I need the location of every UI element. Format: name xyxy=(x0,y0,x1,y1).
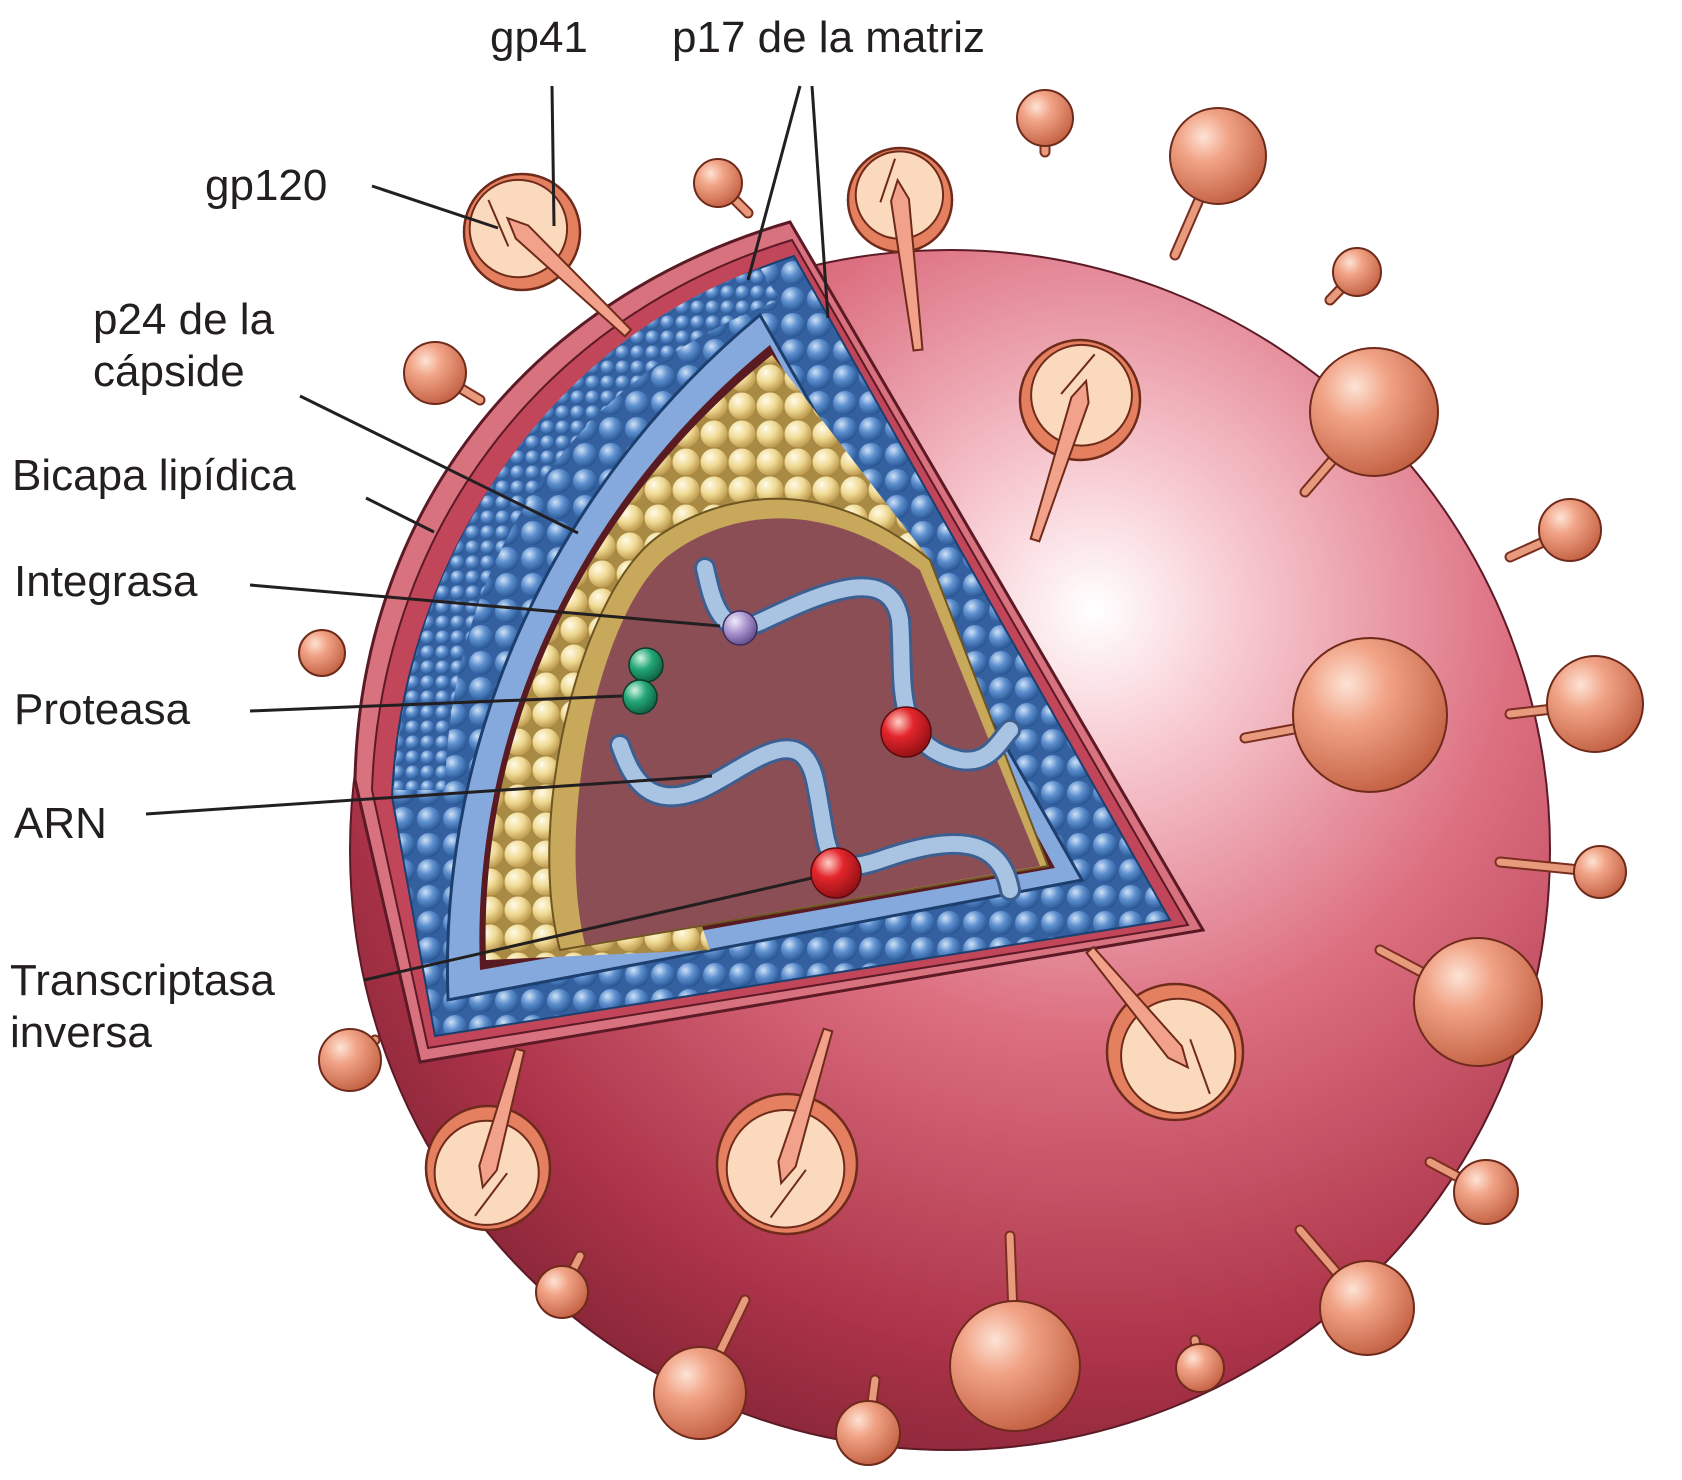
label-p24-capsid: p24 de la cápside xyxy=(93,294,274,398)
gp120-knob-spike xyxy=(1299,347,1439,498)
gp41-gp120-cutaway-spike xyxy=(462,172,633,338)
label-p17-matrix: p17 de la matriz xyxy=(672,13,986,62)
label-transcriptasa-line-2: inversa xyxy=(10,1008,152,1057)
gp41-gp120-cutaway-spike xyxy=(424,1047,552,1232)
leader-lines xyxy=(145,85,830,982)
leader-transcriptasa xyxy=(363,876,813,982)
label-integrase: Integrasa xyxy=(14,557,198,606)
label-gp120: gp120 xyxy=(205,161,328,210)
label-reverse-transcriptase: Transcriptasa inversa xyxy=(10,955,275,1059)
gp41-gp120-cutaway-spike xyxy=(715,1027,859,1236)
gp41-gp120-cutaway-spike xyxy=(1018,338,1142,543)
leader-p17-a xyxy=(746,85,802,281)
protease-molecule-1 xyxy=(628,647,664,683)
label-rna: ARN xyxy=(14,799,107,848)
gp41-gp120-cutaway-spike xyxy=(1085,945,1245,1122)
integrase-molecule xyxy=(722,610,758,646)
label-gp41: gp41 xyxy=(490,13,588,62)
leader-gp41 xyxy=(550,85,556,227)
gp120-knob-spike xyxy=(1504,498,1602,563)
gp120-knob-spike xyxy=(653,1294,751,1440)
gp120-knob-spike xyxy=(1239,637,1448,793)
envelope-glycoproteins xyxy=(298,89,1644,1466)
gp120-knob-spike xyxy=(1424,1156,1519,1225)
leader-p17-b xyxy=(810,85,830,319)
gp120-knob-spike xyxy=(403,341,486,406)
gp120-knob-spike xyxy=(298,629,346,677)
reverse-transcriptase-1 xyxy=(880,706,932,758)
gp120-knob-spike xyxy=(1294,1224,1415,1356)
gp120-knob-spike xyxy=(1504,655,1644,753)
label-p24-line-1: p24 de la xyxy=(93,295,275,344)
leader-integrasa xyxy=(249,583,721,628)
label-lipid-bilayer: Bicapa lipídica xyxy=(12,451,296,500)
gp120-knob-spike xyxy=(1175,1334,1225,1393)
gp120-knob-spike xyxy=(1169,107,1267,261)
gp120-knob-spike xyxy=(318,1028,382,1092)
leader-gp120 xyxy=(371,184,499,230)
reverse-transcriptase-2 xyxy=(810,847,862,899)
gp120-knob-spike xyxy=(1016,89,1074,158)
gp120-knob-spike xyxy=(1374,937,1543,1067)
gp120-knob-spike xyxy=(535,1250,589,1319)
protease-molecule-2 xyxy=(622,679,658,715)
gp120-knob-spike xyxy=(693,158,754,219)
gp120-knob-spike xyxy=(949,1230,1081,1432)
gp120-knob-spike xyxy=(1324,247,1382,306)
leader-arn xyxy=(145,774,713,816)
gp41-gp120-cutaway-spike xyxy=(846,146,954,352)
label-transcriptasa-line-1: Transcriptasa xyxy=(10,956,275,1005)
leader-bicapa xyxy=(365,496,435,534)
leader-p24 xyxy=(299,394,579,535)
label-protease: Proteasa xyxy=(14,685,191,734)
label-p24-line-2: cápside xyxy=(93,347,245,396)
leader-proteasa xyxy=(249,694,623,713)
gp120-knob-spike xyxy=(835,1374,901,1466)
gp120-knob-spike xyxy=(1494,845,1627,899)
matrix-layer-fine xyxy=(394,268,780,790)
